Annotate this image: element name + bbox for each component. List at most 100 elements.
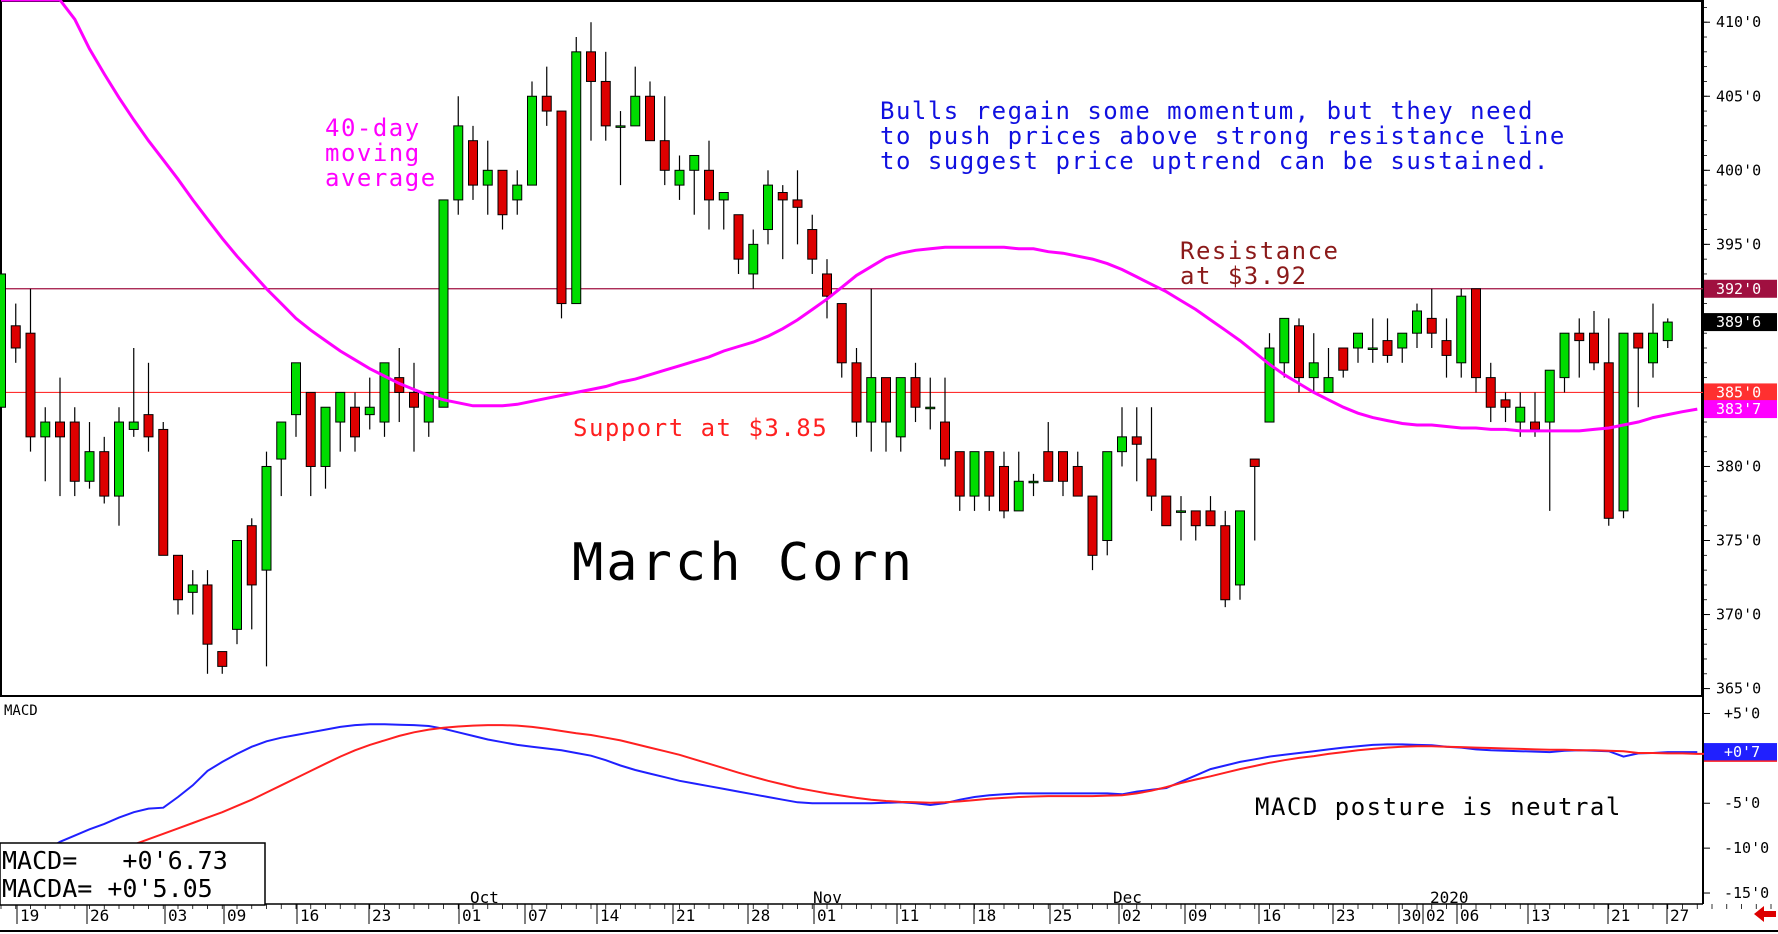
candle-body [1190,510,1201,527]
candle-up [1028,473,1039,497]
price-badge [1704,383,1777,402]
candle-body [704,169,714,201]
candle-down [940,377,950,467]
candle-down [851,348,862,437]
candle-body [1102,451,1113,542]
candle-up [1353,332,1363,363]
price-tick-label: 400'0 [1716,161,1761,179]
candle-body [497,169,508,216]
candle-down [1161,495,1172,527]
candle-body [128,421,139,430]
candle-up [438,199,449,408]
ma-annotation-line: moving [325,139,421,167]
date-tick-label: 21 [676,906,695,925]
candle-body [822,273,832,297]
candle-up [1235,510,1245,600]
candle-down [541,66,552,126]
candle-down [1633,332,1644,408]
candle-body [291,362,301,416]
macd-tick-label: -5'0 [1724,794,1760,812]
chart-title: March Corn [572,533,915,593]
price-tick-label: 395'0 [1716,235,1761,253]
candle-up [925,377,936,430]
candle-down [1087,495,1098,571]
candle-body [217,651,228,667]
candle-up [763,170,773,245]
resistance-annotation: Resistance at $3.92 [1180,237,1340,290]
price-badge [1704,400,1777,419]
candle-body [1500,399,1511,408]
candle-body [202,584,213,645]
candle-up [1308,333,1319,393]
candle-down [836,303,847,378]
candle-up [261,451,272,667]
bulls-annotation-line: to push prices above strong resistance l… [880,122,1566,150]
candle-up [866,288,877,452]
candle-body [1131,436,1142,445]
price-badge [1704,313,1777,332]
resistance-annotation-line: Resistance [1180,237,1340,265]
candle-body [25,332,36,438]
candle-down [1441,318,1452,378]
candle-body [836,303,847,364]
candle-up [1367,318,1378,363]
candle-down [777,185,788,260]
candle-body [1028,480,1039,484]
candle-up [291,362,301,437]
candle-body [733,214,744,260]
candle-down [1589,310,1599,371]
candle-body [173,554,183,601]
candle-body [881,377,891,423]
candle-body [10,325,21,349]
candle-down [1500,392,1511,423]
candle-up [114,407,124,526]
candle-body [645,95,655,142]
price-badge-label: 385'0 [1716,383,1761,401]
macd-tick-label: -10'0 [1724,839,1769,857]
candle-body [1072,465,1083,497]
candle-body [1648,332,1658,364]
candle-body [0,273,6,408]
candle-up [571,37,582,305]
date-tick-label: 16 [1262,906,1281,925]
candle-down [1058,451,1068,497]
price-tick-label: 410'0 [1716,13,1761,31]
date-tick-label: 21 [1611,906,1630,925]
candle-body [69,421,80,482]
date-tick-label: 30 [1402,906,1421,925]
price-badge-label: 392'0 [1716,280,1761,298]
date-tick-label: 13 [1531,906,1550,925]
price-badge-label: 389'6 [1716,313,1761,331]
date-tick-label: 07 [528,906,547,925]
candle-body [305,391,316,467]
moving-average-line [1,0,1698,433]
candle-up [969,451,980,511]
candle-down [1190,510,1201,541]
candle-body [114,421,124,497]
candle-body [1367,347,1378,350]
scroll-right-arrow-icon[interactable] [1754,906,1776,922]
date-tick-label: 18 [977,906,996,925]
candle-up [1279,317,1290,378]
ma-annotation-line: average [325,164,437,192]
date-tick-label: 02 [1122,906,1141,925]
candle-body [1441,340,1452,356]
candle-up [689,154,700,215]
bulls-annotation-line: to suggest price uptrend can be sustaine… [880,147,1550,175]
candle-down [202,570,213,674]
bulls-annotation-line: Bulls regain some momentum, but they nee… [880,97,1534,125]
macd-panel-label: MACD [4,703,38,719]
candle-up [630,66,641,127]
candle-body [763,184,773,231]
candle-down [954,451,965,511]
macd-badge-box [1704,743,1777,762]
candle-down [409,362,419,452]
candle-down [1338,347,1349,378]
candle-body [527,95,537,186]
candle-body [261,465,272,571]
candle-body [954,451,965,497]
candle-up [423,391,434,437]
candle-down [881,377,891,452]
candle-down [822,259,832,319]
candle-down [1220,510,1231,608]
